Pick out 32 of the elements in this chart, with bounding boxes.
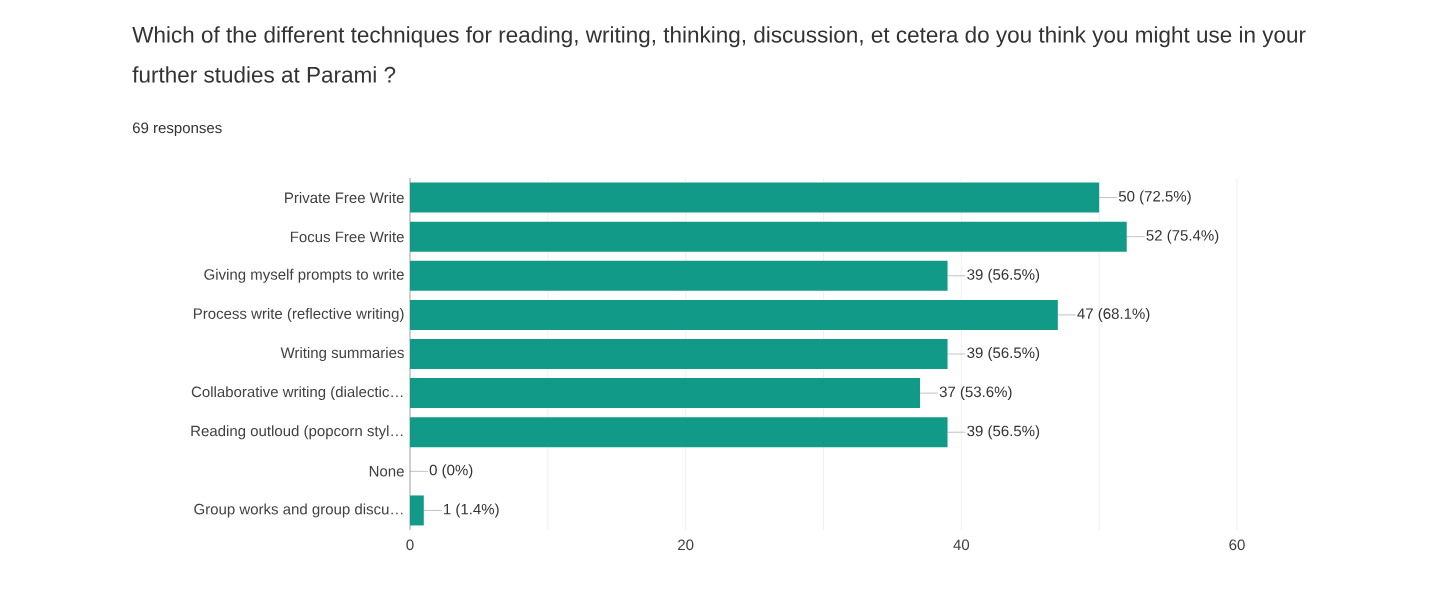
bar: [410, 495, 424, 526]
text: 69 responses: [132, 122, 222, 137]
data-label: 0 (0%): [429, 464, 473, 479]
bar: [410, 260, 948, 291]
bar: [410, 299, 1058, 330]
y-tick-label: Reading outloud (popcorn styl…: [191, 425, 403, 440]
bar: [410, 378, 920, 409]
data-label: 37 (53.6%): [939, 386, 1012, 401]
y-tick-label: Private Free Write: [285, 192, 404, 204]
y-tick-label: Focus Free Write: [290, 231, 404, 243]
bar: [410, 339, 948, 370]
data-label: 50 (72.5%): [1118, 190, 1191, 205]
y-tick-label: Writing summaries: [280, 347, 404, 361]
y-tick-label: Giving myself prompts to write: [204, 268, 404, 283]
y-tick-label: Collaborative writing (dialectic…: [191, 386, 403, 401]
y-tick-label: None: [369, 466, 404, 477]
data-label: 47 (68.1%): [1077, 307, 1150, 322]
x-tick-label: 40: [953, 539, 970, 551]
y-tick-label: Group works and group discu…: [194, 503, 403, 518]
bar: [410, 182, 1100, 213]
data-label: 39 (56.5%): [967, 347, 1040, 361]
x-tick-label: 0: [406, 539, 414, 551]
bar: [410, 417, 948, 448]
x-tick-label: 60: [1229, 539, 1245, 551]
bar: [410, 221, 1127, 252]
data-label: 1 (1.4%): [444, 503, 499, 518]
chart-title: Which of the different techniques for reading, writing, thinking, discussion, et cetera do you think you might use in your further studies at Parami ?: [132, 26, 1306, 83]
y-tick-label: Process write (reflective writing): [193, 307, 404, 322]
x-tick-label: 20: [678, 539, 694, 551]
data-label: 39 (56.5%): [967, 268, 1040, 283]
data-label: 39 (56.5%): [967, 425, 1040, 440]
data-label: 52 (75.4%): [1146, 229, 1219, 244]
